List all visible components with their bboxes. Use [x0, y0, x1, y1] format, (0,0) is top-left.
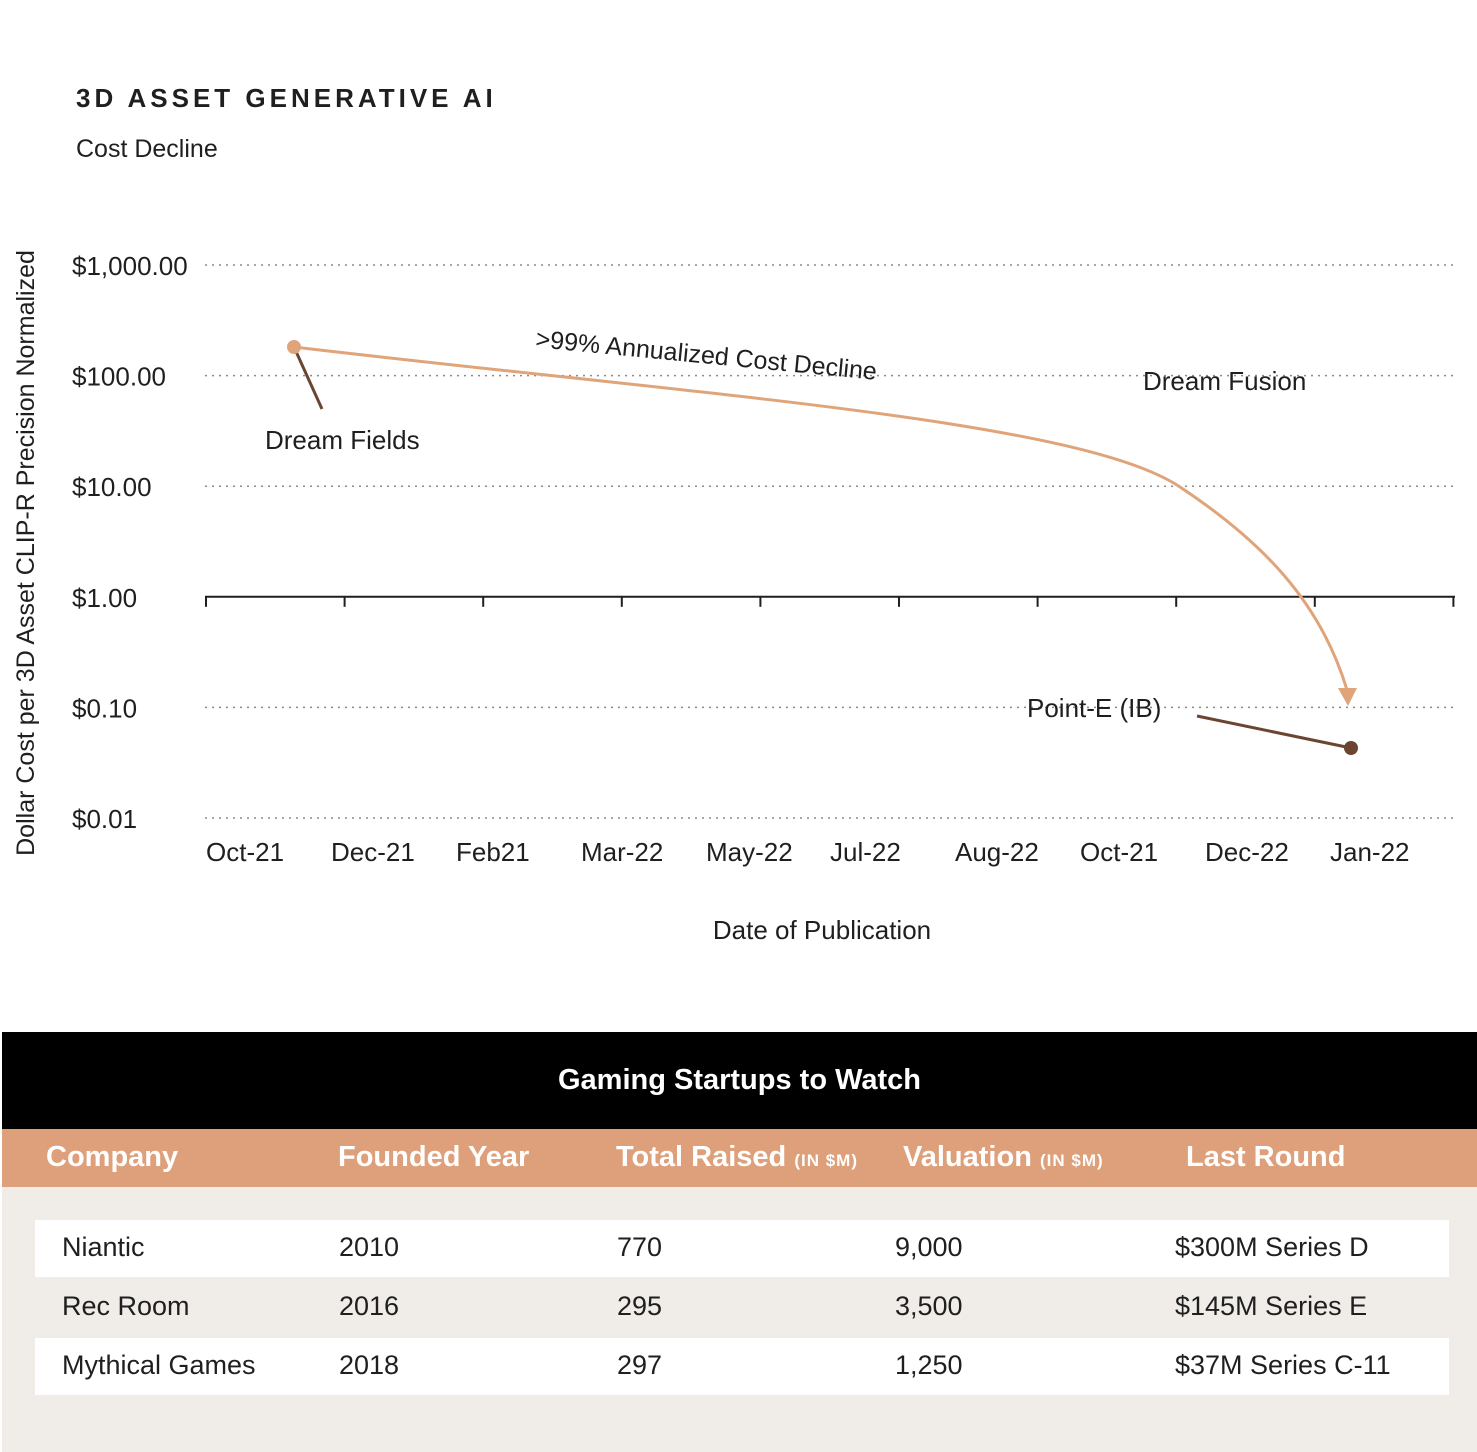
- x-axis: [205, 595, 1455, 607]
- x-tick-label: Aug-22: [955, 837, 1039, 867]
- trend-arrowhead: [1338, 688, 1357, 706]
- y-tick-labels: $1,000.00 $100.00 $10.00 $1.00 $0.10 $0.01: [72, 251, 188, 834]
- grid-lines: [205, 264, 1455, 819]
- startups-table: Gaming Startups to Watch Company Founded…: [2, 1032, 1477, 1452]
- dream-fields-leader: [292, 346, 324, 410]
- table-row: Mythical Games 2018 297 1,250 $37M Series C-…: [35, 1338, 1449, 1395]
- chart-subtitle: Cost Decline: [76, 135, 218, 163]
- table-cell: 2010: [339, 1232, 400, 1262]
- table-header: Company Founded Year Total Raised (IN $M…: [2, 1129, 1477, 1187]
- table-cell: 297: [617, 1350, 663, 1380]
- x-tick-label: Mar-22: [581, 837, 663, 867]
- table-cell: $300M Series D: [1175, 1232, 1369, 1262]
- y-tick-label: $10.00: [72, 472, 152, 502]
- col-valuation: Valuation (IN $M): [903, 1141, 1104, 1173]
- table-cell: Niantic: [62, 1232, 145, 1262]
- dream-fields-point: [287, 340, 301, 354]
- trend-curve: [293, 345, 1349, 691]
- trend-label: >99% Annualized Cost Decline: [534, 325, 878, 386]
- x-tick-labels: Oct-21 Dec-21 Feb21 Mar-22 May-22 Jul-22 Aug-2…: [206, 837, 1410, 867]
- table-cell: $145M Series E: [1175, 1291, 1368, 1321]
- col-total-raised: Total Raised (IN $M): [616, 1141, 859, 1173]
- col-last-round: Last Round: [1186, 1141, 1346, 1173]
- y-tick-label: $1.00: [72, 583, 137, 613]
- table-cell: 295: [617, 1291, 663, 1321]
- table-cell: 770: [617, 1232, 663, 1262]
- chart-title: 3D ASSET GENERATIVE AI: [76, 83, 497, 113]
- table-cell: 2018: [339, 1350, 400, 1380]
- point-e-point: [1344, 741, 1358, 755]
- x-tick-label: Jul-22: [830, 837, 901, 867]
- dream-fusion-label: Dream Fusion: [1143, 366, 1306, 396]
- x-axis-title: Date of Publication: [713, 915, 931, 945]
- x-tick-label: Dec-22: [1205, 837, 1289, 867]
- point-e-label: Point-E (IB): [1027, 693, 1161, 723]
- col-founded-year: Founded Year: [338, 1141, 530, 1173]
- x-tick-label: Oct-21: [1080, 837, 1158, 867]
- y-tick-label: $1,000.00: [72, 251, 188, 281]
- table-cell: Rec Room: [62, 1291, 190, 1321]
- table-title: Gaming Startups to Watch: [2, 1032, 1477, 1129]
- y-tick-label: $0.10: [72, 693, 137, 723]
- x-tick-label: Feb21: [456, 837, 530, 867]
- cost-decline-chart: $1,000.00 $100.00 $10.00 $1.00 $0.10 $0.01 Oc…: [12, 250, 1455, 945]
- valuation-unit: (IN $M): [1039, 1151, 1104, 1170]
- x-tick-label: Oct-21: [206, 837, 284, 867]
- total-raised-unit: (IN $M): [794, 1151, 859, 1170]
- x-tick-label: May-22: [706, 837, 793, 867]
- table-row: Rec Room 2016 295 3,500 $145M Series E: [35, 1279, 1449, 1336]
- x-tick-label: Dec-21: [331, 837, 415, 867]
- table-cell: 1,250: [895, 1350, 963, 1380]
- table-cell: 3,500: [895, 1291, 963, 1321]
- x-tick-label: Jan-22: [1330, 837, 1410, 867]
- y-axis-title: Dollar Cost per 3D Asset CLIP-R Precisio…: [12, 250, 40, 856]
- table-cell: Mythical Games: [62, 1350, 256, 1380]
- dream-fields-label: Dream Fields: [265, 425, 420, 455]
- point-e-leader: [1196, 714, 1352, 750]
- col-company: Company: [46, 1141, 179, 1173]
- table-cell: $37M Series C-11: [1175, 1350, 1391, 1380]
- table-row: Niantic 2010 770 9,000 $300M Series D: [35, 1220, 1449, 1277]
- y-tick-label: $100.00: [72, 362, 166, 392]
- table-cell: 2016: [339, 1291, 400, 1321]
- table-cell: 9,000: [895, 1232, 963, 1262]
- y-tick-label: $0.01: [72, 804, 137, 834]
